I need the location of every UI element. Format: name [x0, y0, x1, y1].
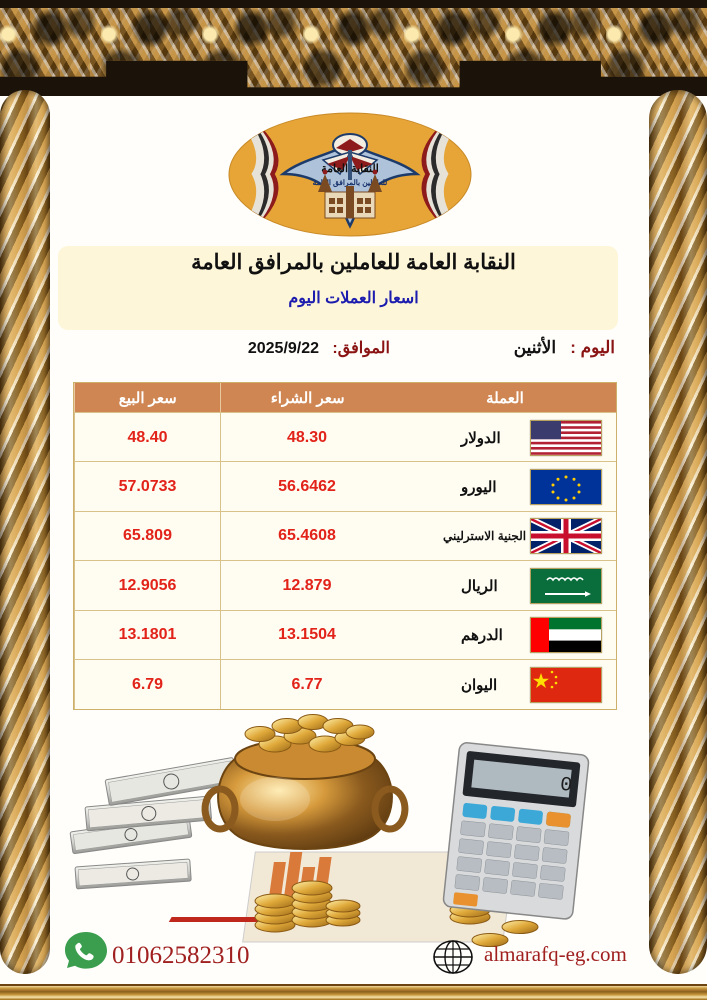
svg-text:0: 0 — [559, 774, 573, 798]
